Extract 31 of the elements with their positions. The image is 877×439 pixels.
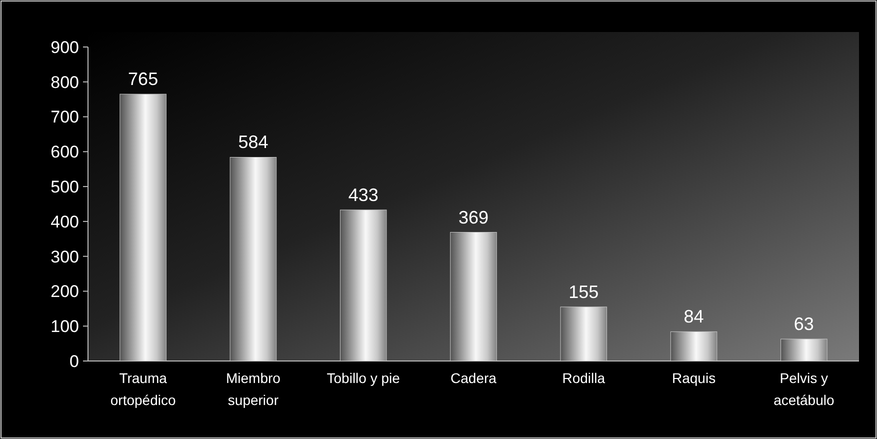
bar [670, 331, 718, 362]
y-tick-label: 200 [50, 282, 79, 302]
data-label: 433 [348, 184, 378, 205]
bar [120, 94, 166, 362]
x-tick-label: Tobillo y pie [326, 370, 400, 386]
x-tick-label: Pelvis y acetábulo [774, 370, 834, 408]
bar [780, 338, 828, 362]
data-label: 84 [684, 306, 704, 327]
y-tick-label: 500 [50, 178, 79, 197]
y-tick-label: 0 [70, 352, 79, 371]
data-label: 584 [238, 132, 268, 152]
bar [560, 306, 608, 362]
y-tick-label: 300 [50, 247, 79, 266]
bar [340, 210, 387, 362]
y-tick-label: 600 [50, 142, 79, 162]
y-tick-label: 700 [50, 108, 79, 127]
y-tick-label: 400 [50, 212, 79, 232]
x-tick-label: Rodilla [562, 370, 606, 386]
x-tick-label: Cadera [450, 370, 497, 386]
y-tick-label: 800 [50, 72, 79, 92]
data-label: 765 [128, 69, 158, 90]
bar [230, 157, 277, 362]
x-tick-label: Miembro superior [226, 370, 281, 408]
x-tick-label: Trauma ortopédico [110, 370, 176, 408]
data-label: 63 [794, 314, 814, 334]
data-label: 369 [458, 207, 489, 228]
data-label: 155 [568, 282, 599, 302]
y-tick-label: 100 [50, 317, 79, 336]
y-tick-label: 900 [50, 38, 79, 57]
bar [450, 232, 497, 362]
x-tick-label: Raquis [672, 370, 716, 386]
